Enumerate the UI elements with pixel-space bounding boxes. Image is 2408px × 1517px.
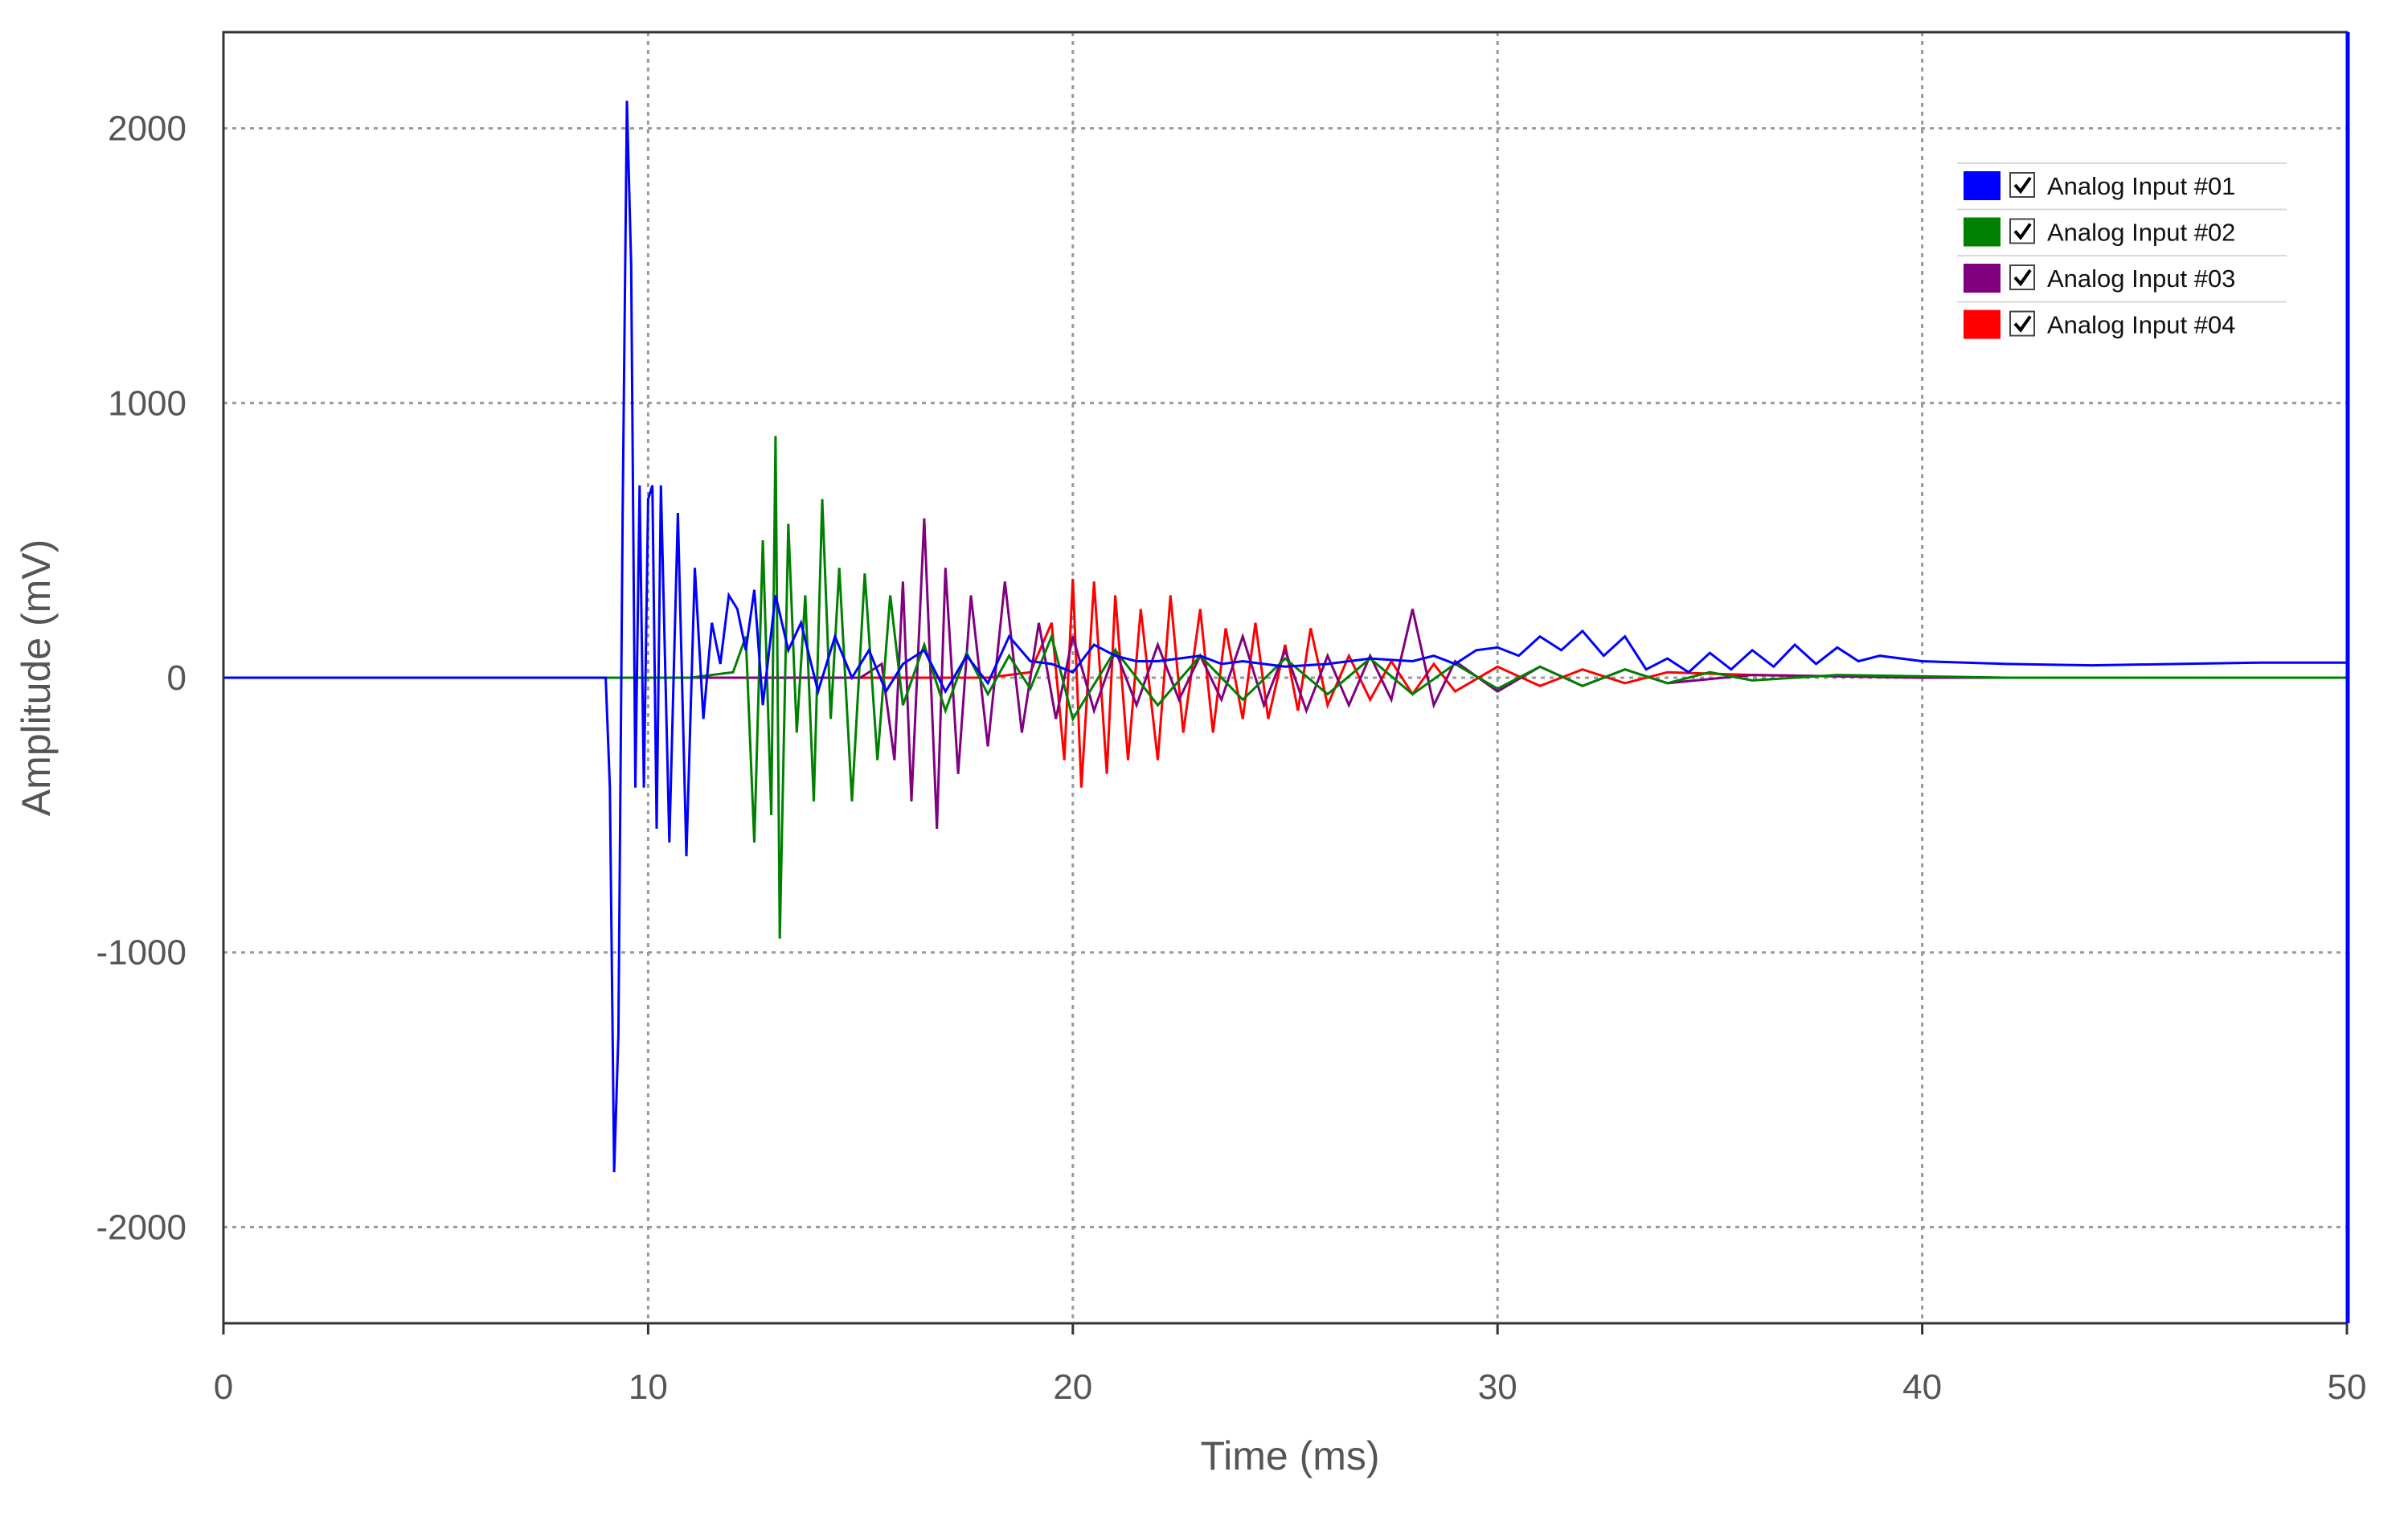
y-tick-label: 1000 bbox=[108, 383, 186, 423]
x-tick-label: 10 bbox=[629, 1367, 668, 1407]
series-lines bbox=[223, 100, 2347, 1173]
legend-item-01[interactable]: Analog Input #01 bbox=[1957, 162, 2287, 200]
x-axis-title: Time (ms) bbox=[1200, 1433, 1379, 1478]
legend-swatch bbox=[1964, 310, 2001, 339]
legend-label: Analog Input #01 bbox=[2047, 172, 2235, 200]
series-line-04 bbox=[223, 578, 2347, 788]
legend-item-02[interactable]: Analog Input #02 bbox=[1957, 208, 2287, 247]
y-tick-labels: 2000 1000 0 -1000 -2000 bbox=[96, 109, 186, 1248]
y-tick-label: -1000 bbox=[96, 933, 186, 973]
y-tick-label: 2000 bbox=[108, 109, 186, 149]
legend-label: Analog Input #03 bbox=[2047, 264, 2235, 293]
x-tick-label: 40 bbox=[1902, 1367, 1942, 1407]
series-line-03 bbox=[223, 518, 2347, 829]
legend-item-04[interactable]: Analog Input #04 bbox=[1957, 301, 2287, 339]
y-tick-label: -2000 bbox=[96, 1207, 186, 1247]
legend: Analog Input #01 Analog Input #02 Analog I… bbox=[1957, 162, 2287, 339]
legend-swatch bbox=[1964, 217, 2001, 247]
check-icon bbox=[2013, 223, 2032, 240]
legend-checkbox[interactable] bbox=[2009, 264, 2035, 290]
legend-checkbox[interactable] bbox=[2009, 172, 2035, 198]
legend-label: Analog Input #04 bbox=[2047, 311, 2235, 339]
legend-swatch bbox=[1964, 171, 2001, 200]
legend-item-03[interactable]: Analog Input #03 bbox=[1957, 255, 2287, 293]
check-icon bbox=[2013, 176, 2032, 195]
legend-checkbox[interactable] bbox=[2009, 310, 2035, 337]
legend-checkbox[interactable] bbox=[2009, 218, 2035, 244]
x-tick-label: 50 bbox=[2328, 1367, 2367, 1407]
x-tick-label: 20 bbox=[1053, 1367, 1092, 1407]
y-tick-label: 0 bbox=[167, 658, 186, 698]
x-tick-label: 30 bbox=[1478, 1367, 1517, 1407]
legend-label: Analog Input #02 bbox=[2047, 219, 2235, 247]
check-icon bbox=[2013, 269, 2032, 287]
x-tick-labels: 0 10 20 30 40 50 bbox=[214, 1367, 2367, 1407]
legend-swatch bbox=[1964, 264, 2001, 293]
series-line-02 bbox=[223, 436, 2347, 939]
tick-marks bbox=[222, 1323, 2349, 1335]
y-axis-title: Amplitude (mV) bbox=[14, 539, 59, 817]
series-line-01 bbox=[223, 100, 2347, 1173]
check-icon bbox=[2013, 315, 2032, 333]
x-tick-label: 0 bbox=[214, 1367, 233, 1407]
